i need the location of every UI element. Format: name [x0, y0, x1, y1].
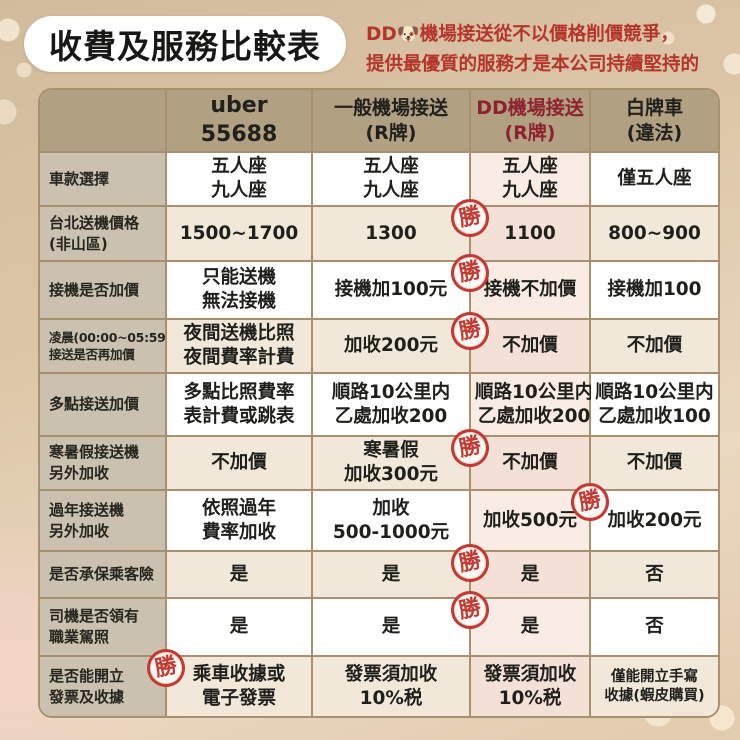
page-title-text: 收費及服務比較表: [49, 27, 321, 66]
comparison-table: uber 55688 一般機場接送 (R牌) DD機場接送 (R牌) 白牌車 (…: [38, 88, 720, 719]
cell-vehicle-options-label: 車款選擇: [40, 153, 167, 208]
cell-pickup-surcharge-dd: 勝接機不加價: [447, 250, 591, 321]
cell-invoice-receipt-general: 發票須加收 10%税: [313, 657, 471, 717]
cell-invoice-receipt-dd: 發票須加收 10%税: [471, 657, 591, 717]
cell-pickup-surcharge-white-plate: 接機加100: [591, 262, 718, 321]
col-header-white-plate: 白牌車 (違法): [591, 90, 718, 154]
cell-pickup-surcharge-label: 接機是否加價: [40, 262, 167, 321]
cell-multi-stop-surcharge-dd: 順路10公里内 乙處加收200: [471, 374, 593, 438]
header-row: uber 55688 一般機場接送 (R牌) DD機場接送 (R牌) 白牌車 (…: [40, 90, 718, 154]
cell-early-morning-surcharge-dd: 勝不加價: [447, 308, 591, 375]
cell-taipei-dropoff-price-dd: 勝 1100: [447, 195, 591, 263]
tagline-line2: 提供最優質的服務才是本公司持續堅持的: [366, 53, 700, 75]
cell-vehicle-options-uber: 五人座 九人座: [167, 153, 313, 208]
cell-summer-winter-surcharge-dd: 勝不加價: [447, 425, 591, 492]
page-title: 收費及服務比較表: [24, 16, 346, 72]
cell-early-morning-surcharge-uber: 夜間送機比照 夜間費率計費: [167, 320, 313, 375]
cell-taipei-dropoff-price-general: 1300: [313, 207, 471, 263]
cell-invoice-receipt-white-plate: 僅能開立手寫 收據(蝦皮購買): [591, 657, 718, 717]
tagline: DD🐶機場接送從不以價格削價競爭， 提供最優質的服務才是本公司持續堅持的: [366, 20, 726, 79]
col-header-general-r: 一般機場接送 (R牌): [313, 90, 471, 154]
cell-summer-winter-surcharge-uber: 不加價: [167, 437, 313, 492]
row-new-year-surcharge: 過年接送機 另外加收 依照過年 費率加收 加收 500-1000元 加收500元…: [40, 479, 718, 553]
col-header-dd-r: DD機場接送 (R牌): [471, 90, 591, 154]
cell-multi-stop-surcharge-white-plate: 順路10公里内 乙處加收100: [591, 374, 718, 438]
col-header-empty: [40, 90, 167, 154]
cell-professional-license-dd: 勝是: [447, 587, 591, 658]
cell-taipei-dropoff-price-label: 台北送機價格 (非山區): [40, 207, 167, 263]
cell-summer-winter-surcharge-white-plate: 不加價: [591, 437, 718, 492]
row-summer-winter-surcharge: 寒暑假接送機 另外加收 不加價 寒暑假 加收300元 勝不加價 不加價: [40, 425, 718, 492]
cell-invoice-receipt-uber: 勝乘車收據或 電子發票: [143, 645, 313, 717]
cell-multi-stop-surcharge-uber: 多點比照費率 表計費或跳表: [167, 374, 313, 438]
row-early-morning-surcharge: 凌晨(00:00~05:59) 接送是否再加價 夜間送機比照 夜間費率計費 加收…: [40, 308, 718, 375]
cell-professional-license-white-plate: 否: [591, 599, 718, 658]
cell-taipei-dropoff-price-uber: 1500~1700: [167, 207, 313, 263]
cell-professional-license-general: 是: [313, 599, 471, 658]
cell-professional-license-label: 司機是否領有 職業駕照: [40, 599, 167, 658]
row-taipei-dropoff-price: 台北送機價格 (非山區) 1500~1700 1300 勝 1100 800~90…: [40, 195, 718, 263]
cell-summer-winter-surcharge-general: 寒暑假 加收300元: [313, 437, 471, 492]
cell-passenger-insurance-uber: 是: [167, 552, 313, 600]
cell-early-morning-surcharge-general: 加收200元: [313, 320, 471, 375]
row-professional-license: 司機是否領有 職業駕照 是 是 勝是 否: [40, 587, 718, 658]
cell-pickup-surcharge-uber: 只能送機 無法接機: [167, 262, 313, 321]
cell-new-year-surcharge-label: 過年接送機 另外加收: [40, 491, 167, 553]
row-invoice-receipt: 是否能開立 發票及收據 勝乘車收據或 電子發票 發票須加收 10%税 發票須加收…: [40, 645, 718, 717]
row-multi-stop-surcharge: 多點接送加價 多點比照費率 表計費或跳表 順路10公里内 乙處加收200 順路1…: [40, 374, 718, 438]
cell-early-morning-surcharge-white-plate: 不加價: [591, 320, 718, 375]
cell-vehicle-options-white-plate: 僅五人座: [591, 153, 718, 208]
row-pickup-surcharge: 接機是否加價 只能送機 無法接機 接機加100元 勝接機不加價 接機加100: [40, 250, 718, 321]
cell-passenger-insurance-label: 是否承保乘客險: [40, 552, 167, 600]
row-vehicle-options: 車款選擇 五人座 九人座 五人座 九人座 五人座 九人座 僅五人座: [40, 153, 718, 208]
cell-passenger-insurance-general: 是: [313, 552, 471, 600]
cell-vehicle-options-general: 五人座 九人座: [313, 153, 471, 208]
cell-summer-winter-surcharge-label: 寒暑假接送機 另外加收: [40, 437, 167, 492]
cell-vehicle-options-dd: 五人座 九人座: [471, 153, 591, 208]
cell-invoice-receipt-label: 是否能開立 發票及收據: [40, 657, 167, 717]
row-passenger-insurance: 是否承保乘客險 是 是 勝是 否: [40, 540, 718, 600]
cell-passenger-insurance-dd: 勝是: [447, 540, 591, 600]
cell-passenger-insurance-white-plate: 否: [591, 552, 718, 600]
cell-multi-stop-surcharge-label: 多點接送加價: [40, 374, 167, 438]
cell-early-morning-surcharge-label: 凌晨(00:00~05:59) 接送是否再加價: [40, 320, 171, 375]
cell-new-year-surcharge-white-plate: 勝加收200元: [567, 479, 718, 553]
cell-multi-stop-surcharge-general: 順路10公里内 乙處加收200: [313, 374, 471, 438]
cell-new-year-surcharge-general: 加收 500-1000元: [313, 491, 471, 553]
cell-new-year-surcharge-uber: 依照過年 費率加收: [167, 491, 313, 553]
cell-pickup-surcharge-general: 接機加100元: [313, 262, 471, 321]
cell-taipei-dropoff-price-white-plate: 800~900: [591, 207, 718, 263]
col-header-uber: uber 55688: [167, 90, 313, 154]
tagline-line1: DD🐶機場接送從不以價格削價競爭，: [366, 24, 679, 45]
cell-professional-license-uber: 是: [167, 599, 313, 658]
